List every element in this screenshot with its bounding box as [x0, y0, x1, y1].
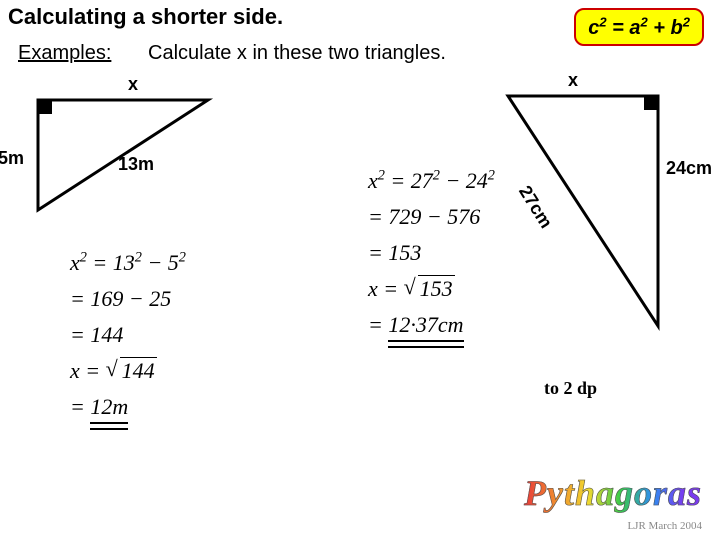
credit-text: LJR March 2004 [627, 520, 702, 532]
triangle-right-svg [498, 88, 698, 348]
math-right-line: = 12·37cm [368, 308, 495, 344]
math-right-line: x = 153 [368, 272, 495, 306]
tri-left-top-label: x [128, 74, 138, 95]
formula-box: c2 = a2 + b2 [574, 8, 704, 46]
tri-right-right-label: 24cm [666, 158, 712, 179]
examples-label: Examples: [18, 42, 111, 65]
instruction-text: Calculate x in these two triangles. [148, 42, 446, 65]
math-right-line: = 153 [368, 236, 495, 270]
tri-right-top-label: x [568, 70, 578, 91]
to-2dp-label: to 2 dp [544, 378, 597, 399]
math-left-line: = 169 − 25 [70, 282, 186, 316]
page-title: Calculating a shorter side. [8, 4, 283, 30]
math-right-line: x2 = 272 − 242 [368, 164, 495, 198]
math-right: x2 = 272 − 242 = 729 − 576 = 153 x = 153… [368, 162, 495, 346]
math-left-line: = 144 [70, 318, 186, 352]
math-left-line: = 12m [70, 390, 186, 426]
math-left: x2 = 132 − 52 = 169 − 25 = 144 x = 144 =… [70, 244, 186, 428]
math-left-line: x2 = 132 − 52 [70, 246, 186, 280]
tri-left-left-label: 5m [0, 148, 24, 169]
formula-text: c2 = a2 + b2 [588, 17, 690, 39]
tri-left-hyp-label: 13m [118, 154, 154, 175]
triangle-left: x 5m 13m [28, 92, 238, 222]
triangle-right: x 24cm 27cm [498, 88, 698, 348]
math-left-line: x = 144 [70, 354, 186, 388]
math-right-line: = 729 − 576 [368, 200, 495, 234]
pythagoras-wordart: Pythagoras [524, 472, 702, 514]
